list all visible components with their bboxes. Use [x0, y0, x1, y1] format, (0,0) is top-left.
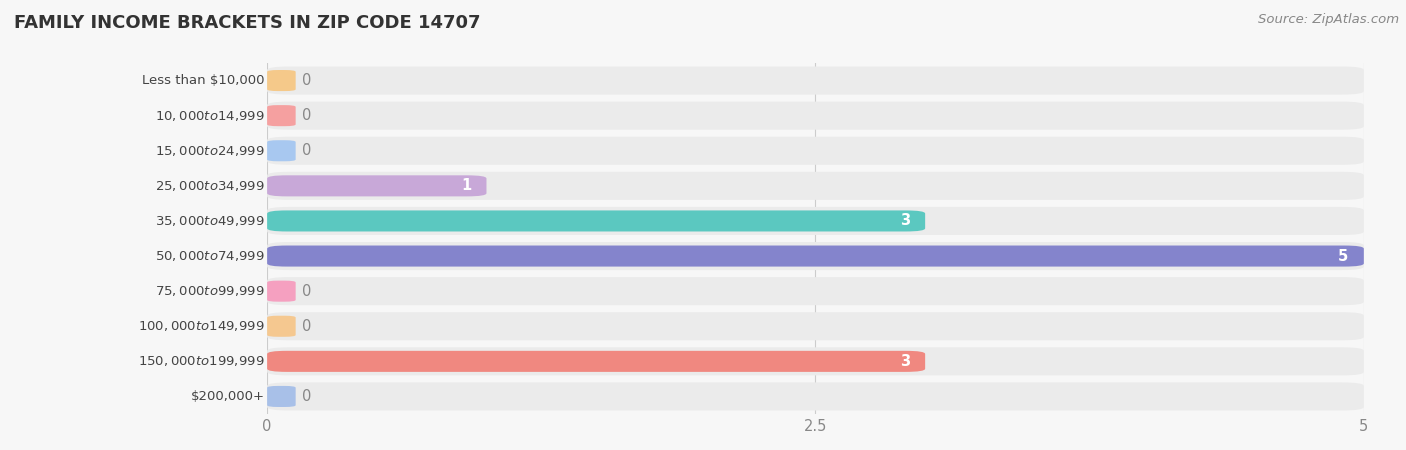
FancyBboxPatch shape	[267, 67, 1364, 94]
FancyBboxPatch shape	[267, 316, 295, 337]
Text: 5: 5	[1339, 248, 1348, 264]
Text: 0: 0	[302, 108, 312, 123]
FancyBboxPatch shape	[267, 242, 1364, 270]
Text: 0: 0	[302, 284, 312, 299]
FancyBboxPatch shape	[267, 277, 1364, 305]
FancyBboxPatch shape	[267, 347, 1364, 375]
Text: $50,000 to $74,999: $50,000 to $74,999	[155, 249, 264, 263]
Text: $10,000 to $14,999: $10,000 to $14,999	[155, 108, 264, 123]
FancyBboxPatch shape	[267, 137, 1364, 165]
Text: 1: 1	[461, 178, 471, 194]
FancyBboxPatch shape	[267, 105, 295, 126]
FancyBboxPatch shape	[267, 382, 1364, 410]
Text: 0: 0	[302, 389, 312, 404]
FancyBboxPatch shape	[267, 70, 295, 91]
Text: $75,000 to $99,999: $75,000 to $99,999	[155, 284, 264, 298]
Text: 0: 0	[302, 73, 312, 88]
Text: FAMILY INCOME BRACKETS IN ZIP CODE 14707: FAMILY INCOME BRACKETS IN ZIP CODE 14707	[14, 14, 481, 32]
Text: $200,000+: $200,000+	[191, 390, 264, 403]
FancyBboxPatch shape	[267, 207, 1364, 235]
Text: $150,000 to $199,999: $150,000 to $199,999	[138, 354, 264, 369]
Text: Source: ZipAtlas.com: Source: ZipAtlas.com	[1258, 14, 1399, 27]
FancyBboxPatch shape	[267, 386, 295, 407]
Text: 0: 0	[302, 319, 312, 334]
Text: 3: 3	[900, 213, 910, 229]
FancyBboxPatch shape	[267, 176, 486, 196]
FancyBboxPatch shape	[267, 172, 1364, 200]
Text: 0: 0	[302, 143, 312, 158]
Text: $15,000 to $24,999: $15,000 to $24,999	[155, 144, 264, 158]
Text: $25,000 to $34,999: $25,000 to $34,999	[155, 179, 264, 193]
Text: Less than $10,000: Less than $10,000	[142, 74, 264, 87]
FancyBboxPatch shape	[267, 281, 295, 302]
Text: $100,000 to $149,999: $100,000 to $149,999	[138, 319, 264, 333]
Text: $35,000 to $49,999: $35,000 to $49,999	[155, 214, 264, 228]
FancyBboxPatch shape	[267, 312, 1364, 340]
FancyBboxPatch shape	[267, 211, 925, 231]
FancyBboxPatch shape	[267, 102, 1364, 130]
FancyBboxPatch shape	[267, 351, 925, 372]
FancyBboxPatch shape	[267, 246, 1364, 266]
Text: 3: 3	[900, 354, 910, 369]
FancyBboxPatch shape	[267, 140, 295, 161]
